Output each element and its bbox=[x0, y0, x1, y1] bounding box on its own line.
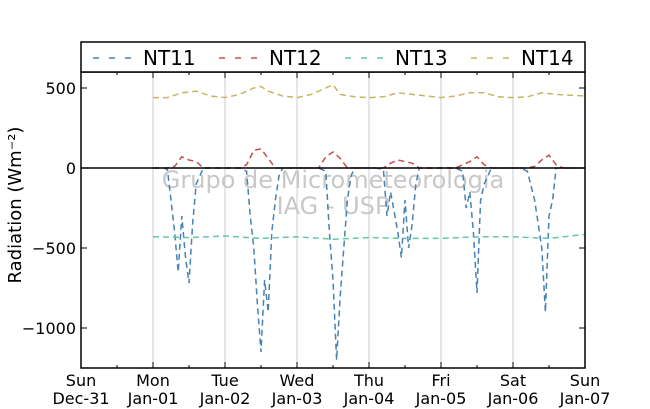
x-tick-label-date: Jan-06 bbox=[487, 389, 539, 408]
x-tick-label-day: Sat bbox=[500, 371, 526, 390]
y-axis-label: Radiation (Wm⁻²) bbox=[5, 127, 26, 284]
x-tick-label-date: Dec-31 bbox=[52, 389, 109, 408]
x-tick-label-day: Mon bbox=[136, 371, 170, 390]
legend: NT11 NT12 NT13 NT14 bbox=[80, 41, 586, 73]
x-tick-label-date: Jan-07 bbox=[559, 389, 611, 408]
x-tick-label-day: Sun bbox=[66, 371, 96, 390]
x-tick-label-day: Tue bbox=[210, 371, 238, 390]
x-axis: SunDec-31MonJan-01TueJan-02WedJan-03ThuJ… bbox=[52, 72, 610, 408]
x-tick-label-date: Jan-04 bbox=[343, 389, 395, 408]
x-tick-label-day: Fri bbox=[431, 371, 450, 390]
y-tick-label: 0 bbox=[66, 159, 76, 178]
watermark-line-1: Grupo de Micrometeorologia bbox=[162, 166, 504, 194]
y-axis: 500 0 −500 −1000 bbox=[22, 79, 585, 338]
y-tick-label: −1000 bbox=[22, 319, 76, 338]
grid bbox=[152, 72, 514, 368]
x-tick-label-date: Jan-02 bbox=[199, 389, 251, 408]
plot-frame bbox=[80, 71, 586, 369]
legend-box bbox=[80, 41, 586, 73]
legend-label-nt14: NT14 bbox=[521, 46, 574, 70]
y-tick-label: 500 bbox=[45, 79, 76, 98]
x-tick-label-day: Sun bbox=[570, 371, 600, 390]
x-tick-label-day: Thu bbox=[353, 371, 384, 390]
watermark-line-2: IAG - USP bbox=[277, 192, 390, 220]
watermark: Grupo de Micrometeorologia IAG - USP bbox=[162, 166, 504, 220]
x-tick-label-date: Jan-01 bbox=[127, 389, 179, 408]
x-tick-label-date: Jan-03 bbox=[271, 389, 323, 408]
legend-label-nt13: NT13 bbox=[395, 46, 448, 70]
legend-label-nt11: NT11 bbox=[143, 46, 196, 70]
y-tick-label: −500 bbox=[32, 239, 76, 258]
legend-label-nt12: NT12 bbox=[269, 46, 322, 70]
series-line-nt13 bbox=[152, 233, 586, 240]
x-tick-label-date: Jan-05 bbox=[415, 389, 467, 408]
x-tick-label-day: Wed bbox=[280, 371, 315, 390]
series-line-nt14 bbox=[153, 83, 586, 99]
